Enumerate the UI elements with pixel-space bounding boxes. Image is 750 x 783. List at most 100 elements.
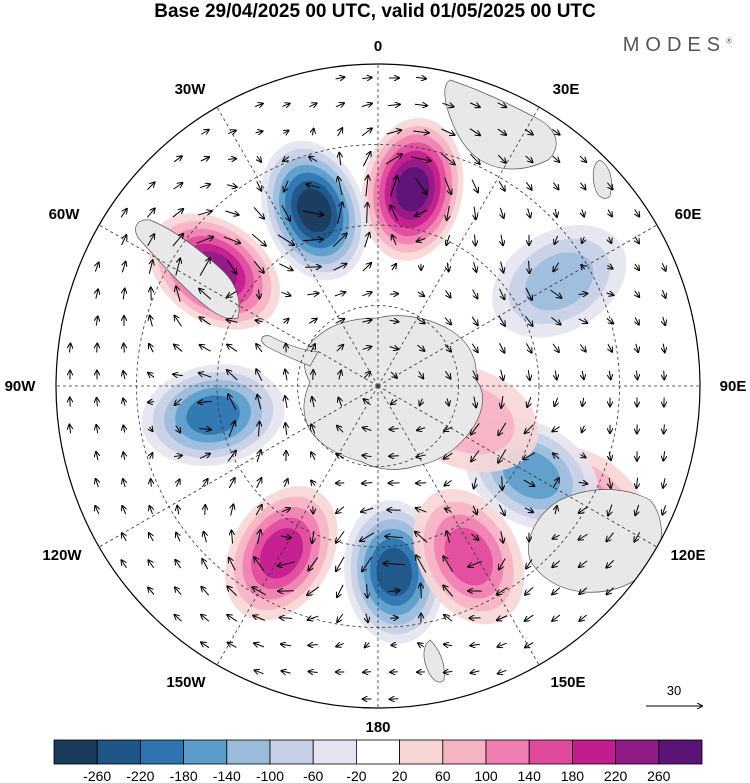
wind-arrow — [305, 267, 321, 268]
wind-arrow — [499, 343, 505, 352]
wind-arrow — [367, 203, 368, 224]
wind-arrow — [228, 478, 234, 489]
graticule — [56, 64, 700, 708]
wind-arrow — [198, 428, 211, 429]
wind-arrow — [471, 533, 479, 540]
antarctic-peninsula — [261, 335, 319, 367]
wind-arrow — [497, 103, 507, 107]
wind-arrow — [525, 343, 531, 352]
wind-arrow — [308, 319, 317, 324]
colorbar-swatch — [355, 739, 400, 765]
wind-arrow — [663, 478, 665, 488]
wind-arrow — [417, 428, 426, 431]
wind-arrow — [307, 586, 320, 595]
wind-arrow — [662, 262, 666, 271]
wind-arrow — [415, 77, 426, 78]
wind-arrow — [123, 399, 125, 406]
wind-arrow — [70, 344, 71, 353]
colorbar-swatch — [658, 739, 703, 765]
wind-arrow — [552, 128, 559, 134]
wind-arrow — [441, 128, 454, 135]
wind-arrow — [498, 449, 507, 462]
wind-arrow — [385, 154, 402, 165]
wind-arrow — [471, 450, 480, 462]
wind-arrow — [417, 344, 424, 351]
wind-arrow — [606, 318, 613, 323]
colorbar: -260 -220 -180 -140 -100 -60 -20 20 60 100 140 180 2… — [53, 739, 703, 783]
lon-label-180: 180 — [365, 719, 390, 736]
wind-arrow — [471, 671, 480, 673]
wind-arrow — [257, 395, 261, 410]
wind-arrow — [524, 507, 533, 513]
wind-arrow — [446, 234, 449, 245]
wind-arrow — [415, 532, 428, 543]
wind-arrow — [202, 559, 209, 570]
wind-arrow — [338, 128, 343, 137]
colorbar-swatch — [139, 739, 184, 765]
wind-arrow — [444, 644, 453, 646]
wind-arrow — [526, 559, 533, 568]
wind-arrow — [580, 455, 585, 458]
wind-arrow — [173, 374, 183, 375]
wind-arrow — [475, 234, 476, 246]
colorbar-swatch — [442, 739, 487, 765]
wind-arrow — [204, 532, 207, 543]
wind-arrow — [200, 345, 211, 352]
wind-arrow — [174, 455, 182, 456]
wind-arrow — [255, 670, 264, 673]
wind-arrow — [176, 425, 181, 433]
wind-arrow — [363, 372, 370, 379]
wind-arrow — [664, 370, 665, 380]
wind-arrow — [362, 320, 371, 322]
wind-arrow — [175, 587, 182, 596]
wind-arrow — [606, 559, 615, 567]
wind-arrow — [147, 182, 154, 190]
south-america — [135, 219, 240, 320]
reference-vector-label: 30 — [667, 683, 681, 698]
wind-arrow — [311, 481, 315, 486]
wind-arrow — [255, 131, 263, 133]
wind-arrow — [607, 182, 612, 190]
wind-arrow — [173, 183, 183, 190]
wind-arrow — [196, 237, 214, 244]
wind-arrow — [307, 184, 320, 188]
madagascar — [592, 159, 612, 199]
wind-arrow — [471, 343, 477, 352]
wind-arrow — [336, 530, 345, 543]
wind-arrow — [524, 128, 533, 134]
wind-arrow — [338, 177, 343, 196]
wind-arrow — [637, 370, 638, 380]
wind-arrow — [609, 236, 612, 243]
wind-arrow — [362, 152, 370, 167]
wind-arrow — [308, 616, 319, 620]
wind-arrow — [390, 371, 397, 378]
wind-arrow — [391, 645, 397, 646]
wind-arrow — [635, 504, 638, 515]
wind-arrow — [339, 371, 341, 380]
wind-arrow — [251, 233, 266, 246]
colorbar-label: -180 — [170, 768, 198, 783]
wind-arrow — [122, 262, 125, 273]
wind-arrow — [607, 265, 612, 268]
wind-arrow — [228, 130, 236, 133]
wind-arrow — [227, 345, 238, 352]
wind-arrow — [199, 258, 210, 276]
wind-arrow — [198, 211, 211, 216]
wind-arrow — [420, 398, 423, 406]
wind-arrow — [389, 320, 399, 321]
wind-arrow — [311, 424, 315, 434]
wind-arrow — [227, 370, 238, 381]
wind-arrow — [198, 401, 212, 402]
wind-arrow — [415, 209, 428, 216]
wind-arrow — [525, 181, 531, 190]
wind-arrow — [606, 532, 615, 542]
wind-arrow — [283, 157, 290, 162]
colorbar-swatch — [399, 739, 444, 765]
wind-arrow — [498, 181, 505, 190]
wind-arrow — [498, 670, 507, 673]
anomaly-positive-0 — [361, 117, 464, 261]
wind-arrow — [258, 289, 259, 298]
wind-arrow — [578, 294, 588, 295]
wind-arrow — [302, 210, 324, 215]
wind-arrow — [336, 345, 343, 352]
